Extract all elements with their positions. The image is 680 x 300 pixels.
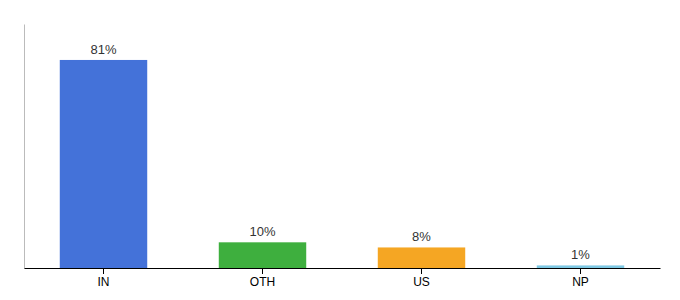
chart: IN OTH US NP 81% 10% 8% 1% bbox=[0, 0, 680, 300]
bar bbox=[378, 247, 465, 268]
x-axis: IN OTH US NP bbox=[25, 268, 661, 289]
x-tick-label: OTH bbox=[250, 275, 275, 289]
data-label: 81% bbox=[90, 42, 116, 57]
x-tick-mark bbox=[103, 268, 104, 274]
y-axis-line bbox=[24, 25, 25, 269]
x-axis-line bbox=[25, 268, 661, 269]
x-tick-label: US bbox=[413, 275, 430, 289]
data-label: 8% bbox=[412, 229, 431, 244]
x-tick: IN bbox=[98, 268, 110, 289]
bar bbox=[537, 265, 624, 268]
x-tick-mark bbox=[421, 268, 422, 274]
data-labels: 81% 10% 8% 1% bbox=[90, 42, 590, 262]
y-axis bbox=[24, 25, 25, 269]
x-tick-label: IN bbox=[98, 275, 110, 289]
x-tick-mark bbox=[580, 268, 581, 274]
x-tick-label: NP bbox=[572, 275, 589, 289]
x-tick-mark bbox=[262, 268, 263, 274]
bars bbox=[60, 60, 624, 268]
x-tick: OTH bbox=[250, 268, 275, 289]
bar bbox=[60, 60, 147, 268]
data-label: 10% bbox=[249, 224, 275, 239]
x-tick: NP bbox=[572, 268, 589, 289]
data-label: 1% bbox=[571, 247, 590, 262]
x-tick: US bbox=[413, 268, 430, 289]
plot: IN OTH US NP 81% 10% 8% 1% bbox=[25, 25, 661, 289]
bar bbox=[219, 242, 306, 268]
